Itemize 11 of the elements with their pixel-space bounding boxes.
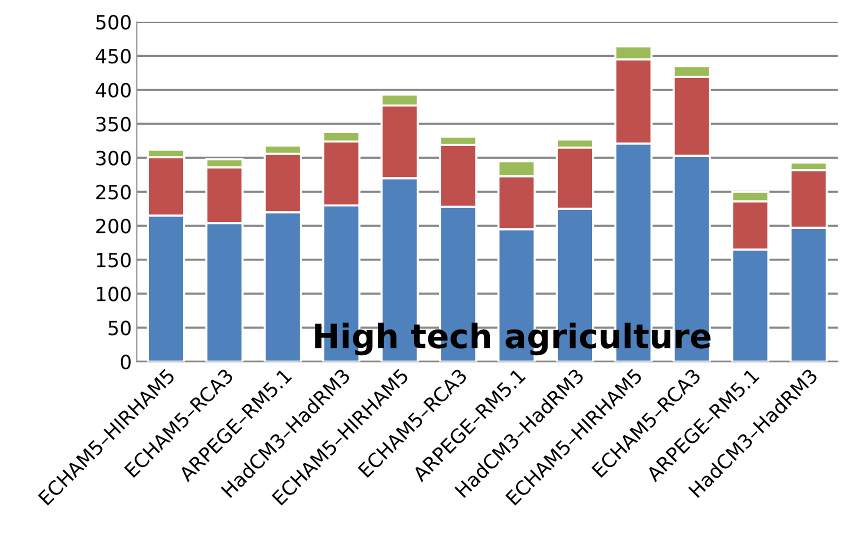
y-tick-label: 50: [108, 320, 131, 336]
y-tick-label: 250: [96, 184, 131, 200]
y-tick-label: 400: [96, 82, 131, 98]
y-tick-label: 150: [96, 252, 131, 268]
y-tick-label: 350: [96, 116, 131, 132]
y-tick-label: 500: [96, 14, 131, 30]
y-tick-label: 450: [96, 48, 131, 64]
y-tick-label: 300: [96, 150, 131, 166]
y-tick-label: 200: [96, 218, 131, 234]
y-tick-label: 0: [120, 354, 131, 370]
y-tick-label: 100: [96, 286, 131, 302]
